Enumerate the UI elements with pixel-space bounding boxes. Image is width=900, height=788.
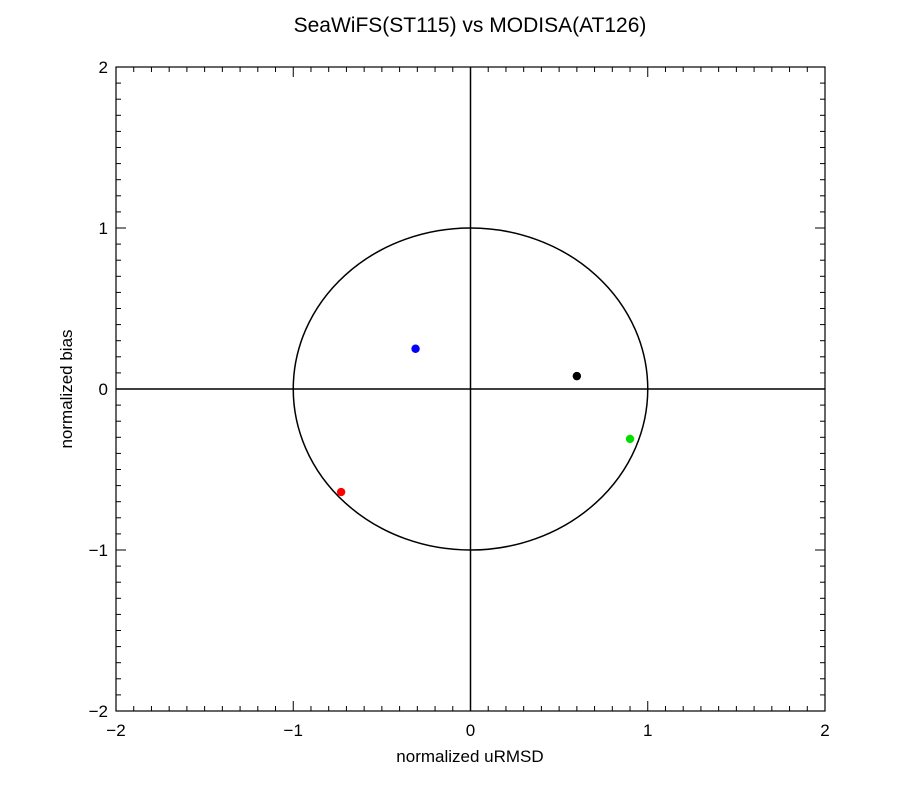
x-tick-label: −1: [284, 721, 303, 740]
data-point: [336, 487, 346, 497]
reference-circle: [292, 227, 649, 551]
data-point: [411, 344, 420, 353]
x-tick-label: −2: [106, 721, 125, 740]
data-point: [625, 434, 635, 444]
y-axis-label: normalized bias: [57, 329, 76, 448]
y-tick-label: −2: [89, 702, 108, 721]
tick-labels: −2 −1 0 1 2 −2 −1 0 1 2: [89, 58, 830, 740]
reference-geometry: [116, 67, 825, 711]
data-points: [336, 344, 635, 497]
y-tick-label: −1: [89, 541, 108, 560]
x-axis-label: normalized uRMSD: [396, 747, 543, 766]
x-tick-label: 0: [466, 721, 475, 740]
y-tick-label: 0: [99, 380, 108, 399]
axis-ticks: [115, 66, 826, 712]
x-tick-label: 1: [643, 721, 652, 740]
chart-title: SeaWiFS(ST115) vs MODISA(AT126): [294, 14, 647, 37]
y-tick-label: 2: [99, 58, 108, 77]
data-point: [572, 371, 582, 381]
x-tick-label: 2: [820, 721, 829, 740]
y-tick-label: 1: [99, 219, 108, 238]
